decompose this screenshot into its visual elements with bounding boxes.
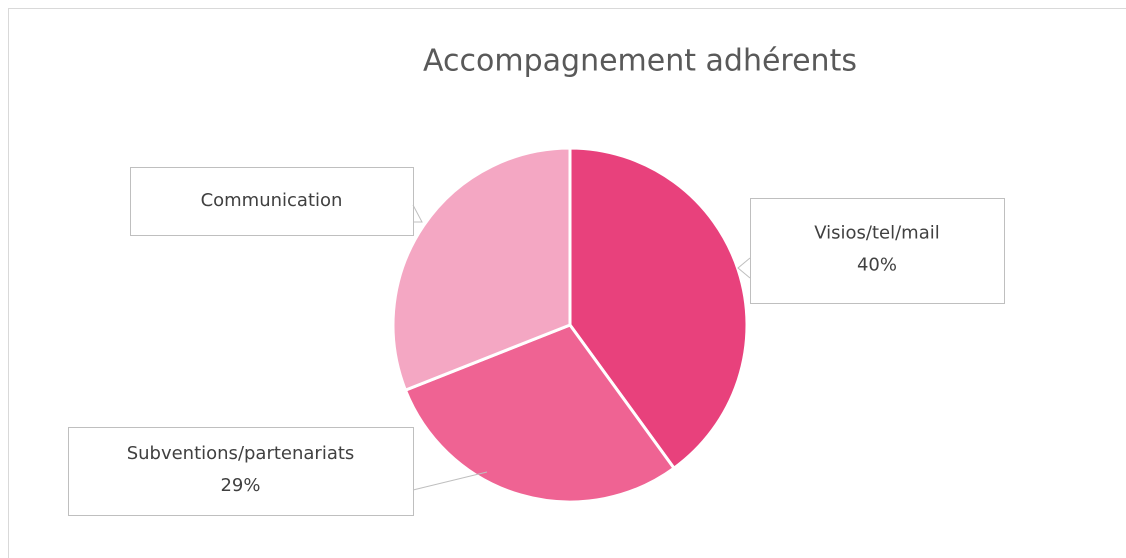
callout-pointer bbox=[412, 471, 488, 491]
callout-pointer bbox=[412, 204, 423, 223]
data-label-name: Visios/tel/mail bbox=[814, 223, 940, 244]
callout-box bbox=[750, 198, 1005, 304]
callout-box bbox=[130, 167, 414, 236]
pie-slice bbox=[403, 323, 677, 504]
callouts: Visios/tel/mail 40% Subventions/partenaria… bbox=[68, 167, 1005, 516]
callout-box bbox=[68, 427, 414, 516]
pie-slice bbox=[391, 146, 572, 393]
data-label-value: 40% bbox=[857, 255, 897, 276]
chart-title: Accompagnement adhérents bbox=[423, 44, 857, 79]
callout-pointer bbox=[737, 257, 751, 279]
pie-slice bbox=[568, 146, 749, 471]
data-label-value: 29% bbox=[220, 475, 260, 496]
data-label-name: Communication bbox=[201, 190, 343, 211]
pie bbox=[391, 146, 749, 504]
data-label-name: Subventions/partenariats bbox=[127, 443, 355, 464]
